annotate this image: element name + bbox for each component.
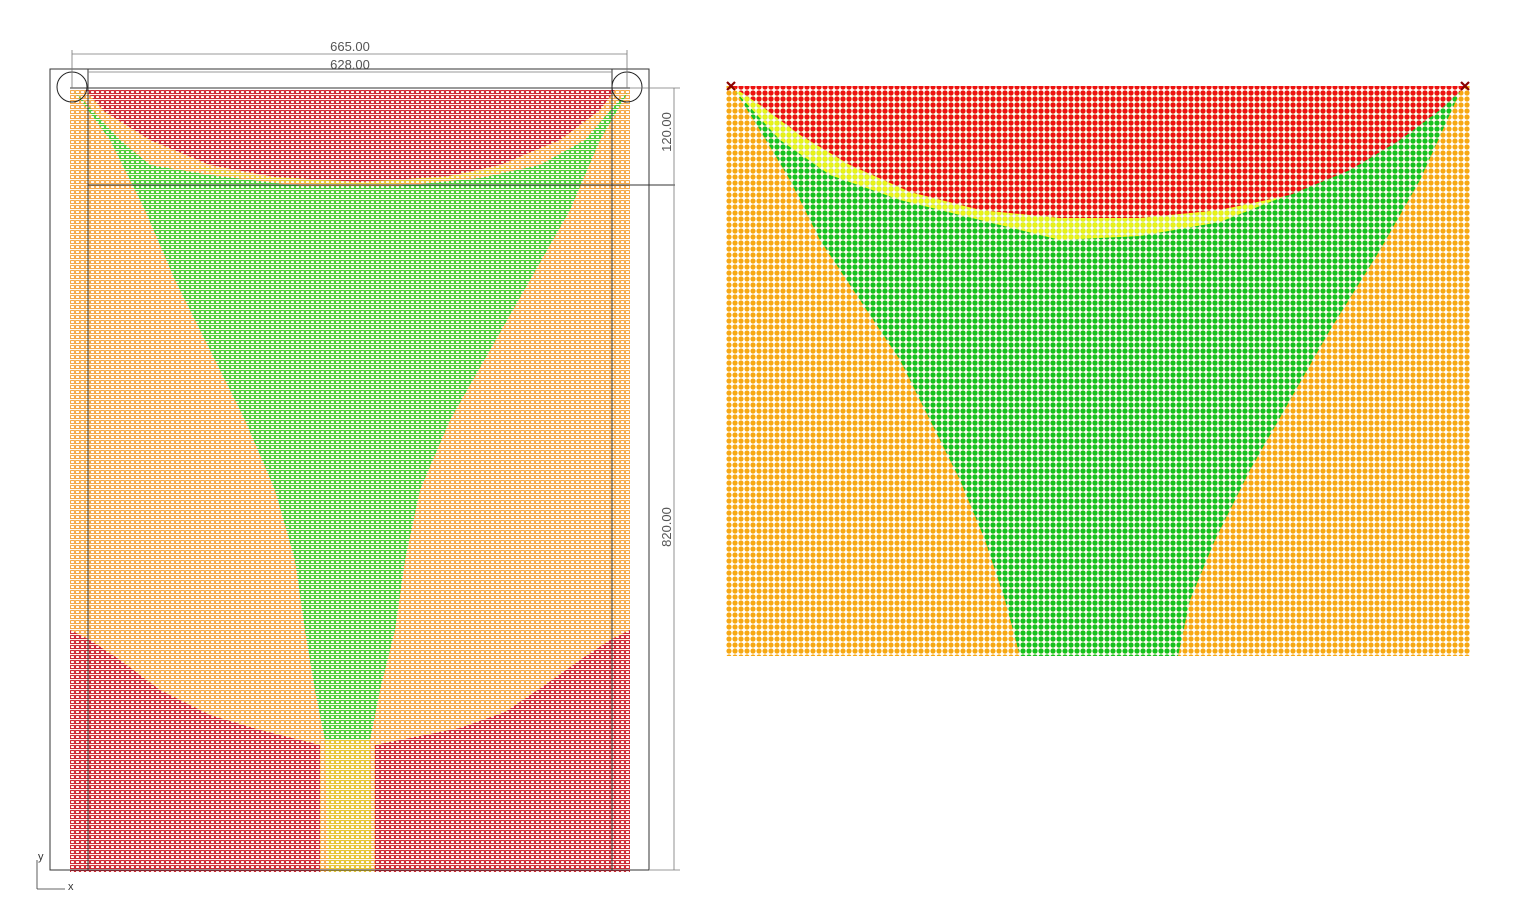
region-yellow-top: [190, 165, 515, 186]
region-yellow-bottom: [325, 740, 372, 872]
axis-indicator: [36, 860, 65, 890]
region-red-top: [85, 90, 615, 182]
dim-top-height: 120.00: [659, 112, 674, 152]
region-green: [75, 92, 628, 740]
dim-inner-width: 628.00: [330, 57, 370, 72]
region-red-bottom-right: [375, 630, 630, 872]
axis-y-label: y: [38, 851, 44, 863]
right-region-red: [732, 86, 1466, 218]
dim-outer-width: 665.00: [330, 39, 370, 54]
dimension-lines: [71, 50, 680, 871]
left-frame: [49, 68, 675, 871]
region-red-bottom: [70, 630, 320, 872]
left-regions: [70, 90, 630, 872]
support-right-icon: [1460, 81, 1470, 91]
right-regions: [726, 86, 1470, 656]
support-left-icon: [726, 81, 736, 91]
dim-main-height: 820.00: [659, 507, 674, 547]
inner-frame: [87, 68, 613, 871]
right-region-green: [736, 92, 1460, 656]
axis-x-label: x: [68, 881, 74, 893]
